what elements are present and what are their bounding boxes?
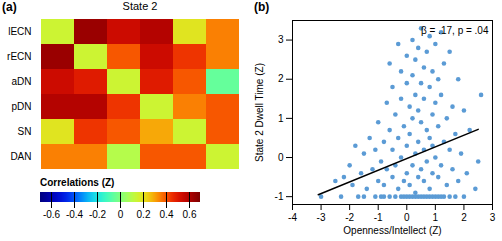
svg-text:β = .17, p = .04: β = .17, p = .04 (421, 25, 489, 36)
svg-text:3: 3 (490, 212, 496, 223)
html-text:(b): (b) (254, 0, 270, 14)
svg-text:3: 3 (278, 34, 284, 45)
svg-text:0: 0 (404, 212, 410, 223)
svg-text:-3: -3 (317, 212, 326, 223)
svg-text:SN: SN (18, 126, 32, 137)
svg-text:rECN: rECN (7, 51, 31, 62)
svg-text:aDN: aDN (11, 76, 31, 87)
svg-text:lECN: lECN (8, 26, 31, 37)
svg-text:0: 0 (278, 152, 284, 163)
svg-text:-2: -2 (345, 212, 354, 223)
svg-text:1: 1 (433, 212, 439, 223)
svg-text:-4: -4 (288, 212, 297, 223)
svg-text:Openness/Intellect (Z): Openness/Intellect (Z) (343, 225, 441, 236)
html-text:(a): (a) (2, 0, 17, 14)
svg-text:-0.4: -0.4 (66, 209, 84, 220)
svg-text:State 2 Dwell Time (Z): State 2 Dwell Time (Z) (254, 63, 265, 162)
svg-text:-1: -1 (275, 191, 284, 202)
svg-text:0.2: 0.2 (137, 209, 151, 220)
svg-text:0.4: 0.4 (160, 209, 174, 220)
svg-text:1: 1 (278, 113, 284, 124)
svg-text:0.6: 0.6 (183, 209, 197, 220)
svg-text:Correlations (Z): Correlations (Z) (40, 177, 114, 188)
svg-text:DAN: DAN (10, 151, 31, 162)
svg-text:pDN: pDN (11, 101, 31, 112)
svg-text:-0.2: -0.2 (89, 209, 107, 220)
svg-text:2: 2 (278, 73, 284, 84)
svg-text:0: 0 (118, 209, 124, 220)
svg-text:2: 2 (461, 212, 467, 223)
svg-text:-0.6: -0.6 (43, 209, 61, 220)
html-text:State 2: State 2 (122, 0, 158, 12)
svg-text:-1: -1 (374, 212, 383, 223)
